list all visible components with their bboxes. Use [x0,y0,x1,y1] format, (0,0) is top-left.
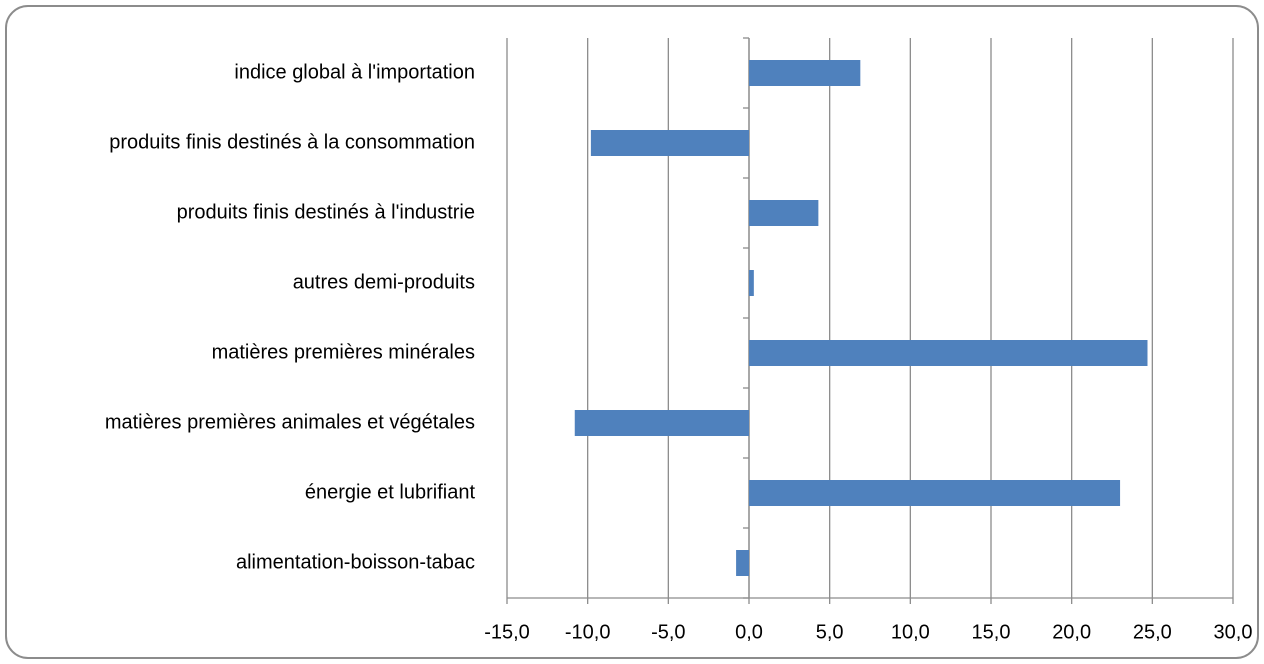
x-tick-label: 0,0 [735,621,763,643]
bar [749,60,861,86]
y-tick-label: produits finis destinés à l'industrie [177,201,475,223]
chart-border [5,5,1259,659]
y-tick-label: énergie et lubrifiant [305,481,476,503]
bar [574,410,749,436]
bar [749,270,754,296]
bar [749,200,819,226]
y-tick-label: autres demi-produits [293,271,475,293]
x-tick-label: -5,0 [651,621,685,643]
bar [749,340,1148,366]
y-tick-label: indice global à l'importation [234,61,475,83]
y-tick-label: alimentation-boisson-tabac [236,551,475,573]
y-tick-label: matières premières minérales [212,341,475,363]
x-tick-label: 20,0 [1052,621,1091,643]
x-tick-label: -10,0 [565,621,611,643]
y-tick-label: matières premières animales et végétales [105,411,475,433]
x-tick-label: 25,0 [1133,621,1172,643]
x-tick-label: -15,0 [484,621,530,643]
y-tick-label: produits finis destinés à la consommatio… [109,131,475,153]
bar [736,550,749,576]
x-tick-label: 5,0 [816,621,844,643]
x-tick-label: 30,0 [1214,621,1253,643]
x-tick-label: 10,0 [891,621,930,643]
bar [749,480,1121,506]
bar [590,130,749,156]
x-tick-label: 15,0 [972,621,1011,643]
